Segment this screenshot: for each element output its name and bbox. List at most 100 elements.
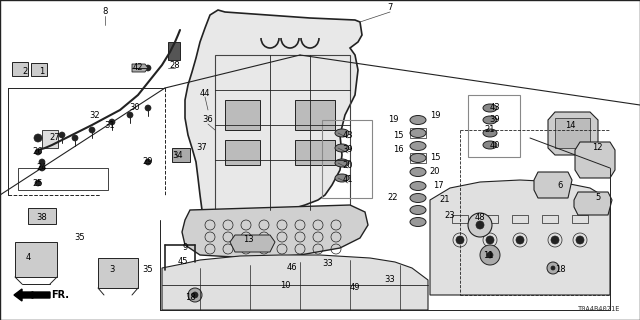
Text: 37: 37 [196,142,207,151]
Text: 43: 43 [490,103,500,113]
Bar [512,215,528,223]
Text: 30: 30 [130,103,140,113]
Ellipse shape [410,116,426,124]
Bar [542,215,558,223]
Text: 26: 26 [33,148,44,156]
Circle shape [547,262,559,274]
Polygon shape [430,180,610,295]
Ellipse shape [483,141,497,149]
Polygon shape [230,235,275,252]
Bar [98,258,138,288]
Polygon shape [182,205,368,258]
Ellipse shape [410,129,426,138]
Text: 12: 12 [592,143,602,153]
Text: 48: 48 [475,213,485,222]
Text: 33: 33 [385,276,396,284]
Bar [468,95,520,157]
Circle shape [486,236,494,244]
Text: 9: 9 [182,244,188,252]
Text: 18: 18 [555,266,565,275]
Bar [482,215,498,223]
Circle shape [109,119,115,125]
Ellipse shape [335,129,349,137]
Circle shape [39,165,45,171]
Circle shape [188,288,202,302]
Text: 29: 29 [143,157,153,166]
Text: 31: 31 [105,121,115,130]
Polygon shape [132,64,148,72]
Bar [322,120,372,198]
Text: FR.: FR. [51,290,69,300]
Bar [172,148,190,162]
Bar [410,153,426,163]
Text: 3: 3 [109,266,115,275]
Circle shape [480,245,500,265]
Bar [225,100,260,130]
Ellipse shape [410,218,426,227]
Text: 10: 10 [280,281,291,290]
Text: 2: 2 [22,68,28,76]
Bar [555,118,590,148]
Circle shape [576,236,584,244]
Circle shape [192,292,198,298]
Polygon shape [534,172,572,198]
Circle shape [516,236,524,244]
Text: 7: 7 [387,4,393,12]
Text: 20: 20 [343,161,353,170]
Circle shape [34,134,42,142]
Text: 39: 39 [342,146,353,155]
Bar [295,100,335,130]
Ellipse shape [335,174,349,182]
Bar [28,208,56,224]
Text: 17: 17 [433,181,444,190]
Circle shape [476,221,484,229]
Text: 6: 6 [557,180,563,189]
Text: 21: 21 [440,196,451,204]
Circle shape [145,159,151,165]
Bar [410,128,426,138]
Text: 27: 27 [50,133,60,142]
Bar [12,62,28,76]
Ellipse shape [410,167,426,177]
Text: 35: 35 [75,234,85,243]
Text: 49: 49 [349,284,360,292]
Text: 5: 5 [595,194,600,203]
Ellipse shape [410,194,426,203]
Text: 20: 20 [429,167,440,177]
Text: 32: 32 [90,110,100,119]
Text: 44: 44 [200,89,211,98]
Text: 39: 39 [490,116,500,124]
FancyArrow shape [14,289,50,301]
Text: 4: 4 [26,253,31,262]
Text: 41: 41 [343,175,353,185]
Ellipse shape [410,181,426,190]
Circle shape [145,65,151,71]
Polygon shape [185,10,362,230]
Ellipse shape [483,116,497,124]
Circle shape [468,213,492,237]
Text: 23: 23 [445,211,455,220]
Text: 11: 11 [483,251,493,260]
Circle shape [551,266,555,270]
Text: 43: 43 [342,131,353,140]
Text: 21: 21 [484,125,495,134]
Text: 34: 34 [173,150,183,159]
Text: 18: 18 [185,293,195,302]
Circle shape [35,180,41,186]
Text: 25: 25 [33,179,44,188]
Text: 45: 45 [178,258,188,267]
Circle shape [127,112,133,118]
Circle shape [72,135,78,141]
Polygon shape [42,130,58,148]
Text: 46: 46 [287,263,298,273]
Text: T0A4B4021E: T0A4B4021E [577,306,620,312]
Polygon shape [574,192,612,215]
Ellipse shape [410,205,426,214]
Text: 13: 13 [243,236,253,244]
Circle shape [59,132,65,138]
Text: 33: 33 [323,259,333,268]
Bar [225,140,260,165]
Circle shape [145,105,151,111]
Text: 40: 40 [490,140,500,149]
Text: 19: 19 [429,110,440,119]
